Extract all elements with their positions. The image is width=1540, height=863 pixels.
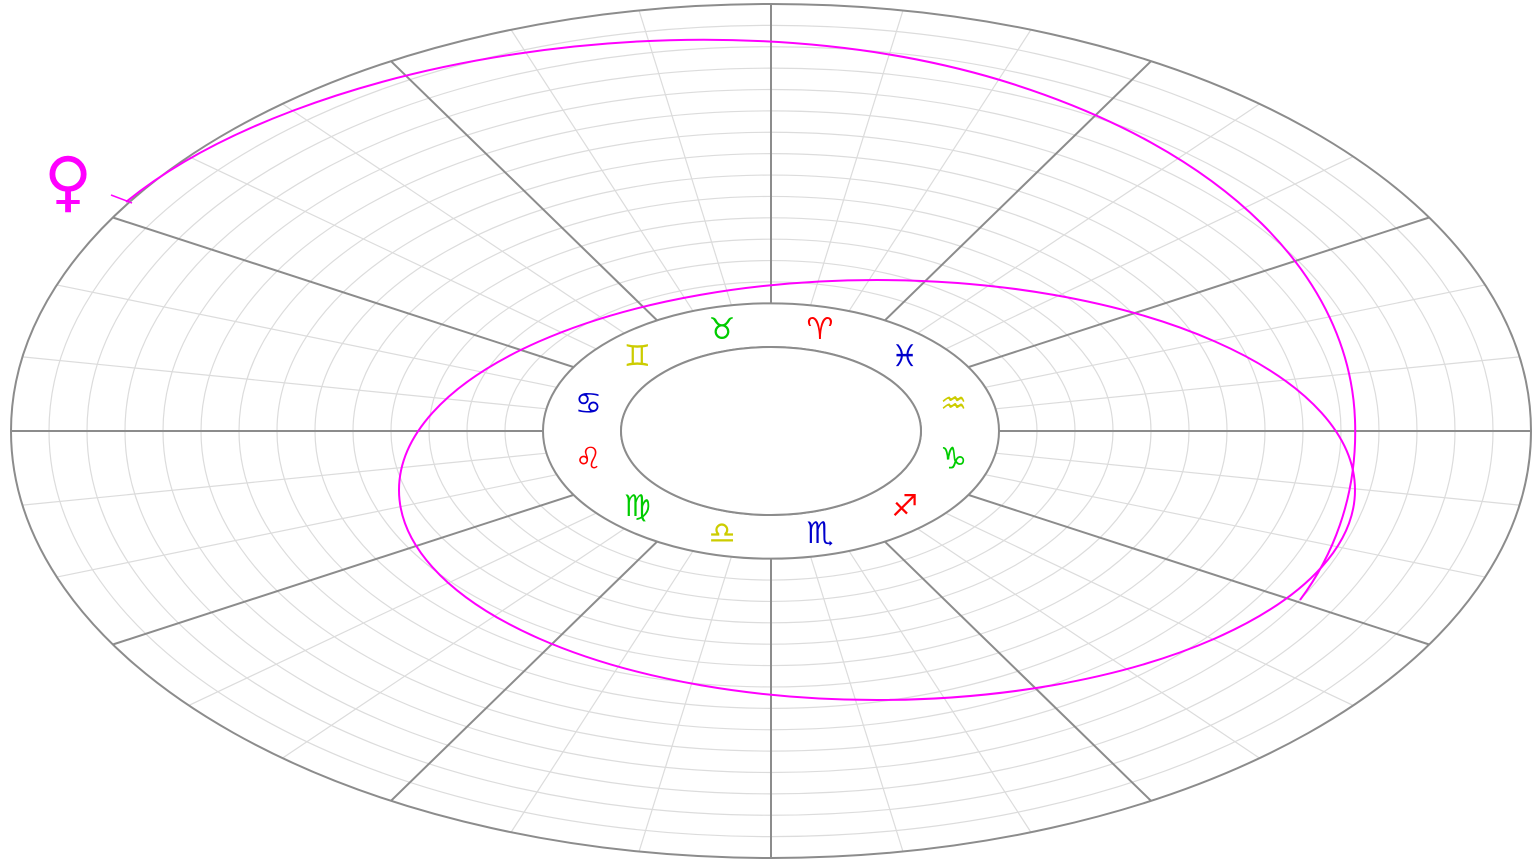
- house-line: [900, 472, 1430, 646]
- virgo-icon: ♍: [624, 489, 651, 524]
- grid-spoke: [188, 512, 597, 707]
- libra-icon: ♎: [709, 516, 736, 551]
- pisces-icon: ♓: [891, 339, 918, 374]
- planet-orbits: [125, 38, 1357, 701]
- grid-spoke: [995, 356, 1520, 410]
- orbit-outer: [125, 38, 1357, 601]
- grid-spoke: [282, 528, 625, 759]
- grid-spoke: [848, 29, 1032, 312]
- grid-spoke: [917, 528, 1260, 759]
- house-line: [845, 60, 1152, 359]
- house-line: [390, 60, 697, 359]
- center-hub: [620, 346, 922, 516]
- grid-spoke: [56, 284, 557, 388]
- taurus-icon: ♉: [709, 312, 736, 347]
- grid-spoke: [985, 284, 1486, 388]
- grid-spoke: [282, 103, 625, 334]
- orbit-inner: [398, 279, 1356, 701]
- aquarius-icon: ♒: [940, 387, 967, 422]
- grid-spoke: [188, 155, 597, 350]
- grid-spoke: [510, 29, 694, 312]
- aries-icon: ♈: [806, 312, 833, 347]
- sagittarius-icon: ♐: [891, 489, 918, 524]
- house-line: [112, 216, 642, 390]
- grid-spoke: [917, 103, 1260, 334]
- grid-spoke: [510, 550, 694, 833]
- capricorn-icon: ♑: [940, 441, 967, 476]
- gemini-icon: ♊: [624, 339, 651, 374]
- venus-pointer-line: [110, 194, 133, 204]
- wheel-rings: [10, 3, 1532, 859]
- house-line: [390, 503, 697, 802]
- venus-icon: ♀: [44, 143, 92, 220]
- grid-spoke: [22, 356, 547, 410]
- grid-spoke: [985, 474, 1486, 578]
- leo-icon: ♌: [575, 441, 602, 476]
- zodiac-sign-ring: ♈ ♉ ♊ ♋ ♌ ♍ ♎ ♏ ♐ ♑ ♒ ♓: [575, 312, 967, 551]
- grid-spoke: [22, 452, 547, 506]
- grid-spoke: [638, 10, 732, 306]
- grid-spoke: [945, 512, 1354, 707]
- grid-spoke: [810, 556, 904, 852]
- scorpio-icon: ♏: [806, 516, 833, 551]
- grid-spoke: [945, 155, 1354, 350]
- grid-spoke: [56, 474, 557, 578]
- house-line: [112, 472, 642, 646]
- house-line: [845, 503, 1152, 802]
- grid-spoke: [995, 452, 1520, 506]
- outer-ring: [10, 3, 1532, 859]
- house-line: [900, 216, 1430, 390]
- cancer-icon: ♋: [575, 387, 602, 422]
- grid-spoke: [848, 550, 1032, 833]
- grid-spoke: [638, 556, 732, 852]
- planet-marker: ♀: [44, 143, 133, 220]
- grid-spoke: [810, 10, 904, 306]
